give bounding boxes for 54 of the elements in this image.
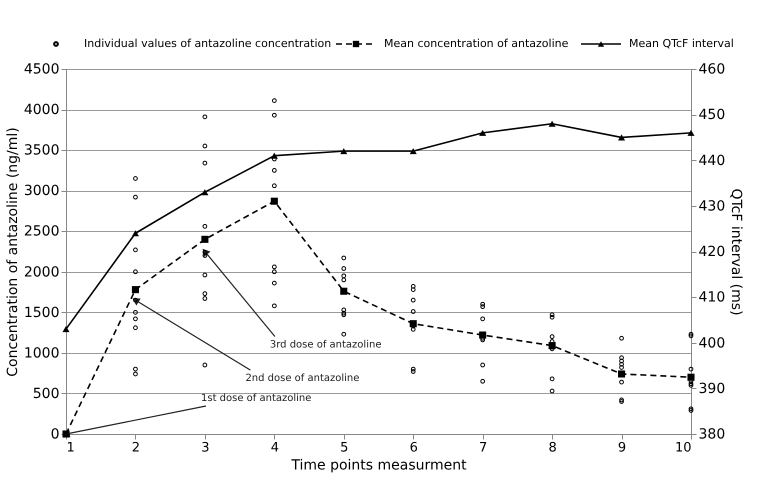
x-tick-label: 4 [270,440,279,456]
y-tick-label: 2000 [24,264,60,280]
y-tick-label: 3000 [24,183,60,200]
y2-axis-title: QTcF interval (ms) [728,188,744,316]
point [132,286,139,294]
point [479,130,486,136]
x-tick-label: 6 [410,440,418,456]
y-tick-label: 4000 [24,102,60,118]
x-tick-label: 1 [66,440,75,456]
x-tick-label: 5 [340,440,348,456]
x-tick-label: 9 [618,440,626,456]
y2-tick-label: 380 [698,426,726,442]
y-tick-label: 3500 [24,142,60,159]
point [410,320,417,328]
legend-label: Mean concentration of antazoline [384,37,569,50]
x-tick-label: 3 [201,440,210,456]
point [340,148,348,154]
point [62,326,70,332]
point [479,332,486,339]
y-tick-label: 4500 [24,62,60,78]
y2-tick-label: 390 [698,380,726,397]
point [687,130,695,136]
legend-label: Individual values of antazoline concentration [84,37,332,50]
legend-label: Mean QTcF interval [629,37,734,50]
annotation: 1st dose of antazoline [201,393,312,404]
point [548,120,556,127]
x-tick-label: 10 [674,440,692,456]
y2-tick-label: 420 [698,244,726,260]
y2-tick-label: 460 [698,62,726,78]
y-axis-title: Concentration of antazoline (ng/ml) [4,127,21,377]
point [270,198,278,205]
point [548,342,556,350]
y2-tick-label: 430 [698,198,726,214]
y-tick-label: 1500 [24,304,60,321]
y2-tick-label: 400 [698,335,726,352]
x-tick-label: 8 [548,440,557,456]
point [201,236,208,243]
x-axis-title: Time points measurment [290,458,468,474]
annotation: 2nd dose of antazoline [245,373,360,384]
y-tick-label: 2500 [24,224,60,240]
point [410,148,417,154]
annotation: 3rd dose of antazoline [270,340,382,350]
point [270,152,278,159]
y2-tick-label: 410 [698,290,726,306]
x-tick-label: 7 [479,440,488,456]
y-tick-label: 500 [32,386,60,402]
point [618,134,626,140]
point [201,189,208,196]
y2-tick-label: 450 [698,107,726,124]
point [132,230,139,236]
y-tick-label: 1000 [24,345,60,362]
y2-tick-label: 440 [698,152,726,169]
x-tick-label: 2 [132,440,140,456]
y-tick-label: 0 [50,426,60,442]
